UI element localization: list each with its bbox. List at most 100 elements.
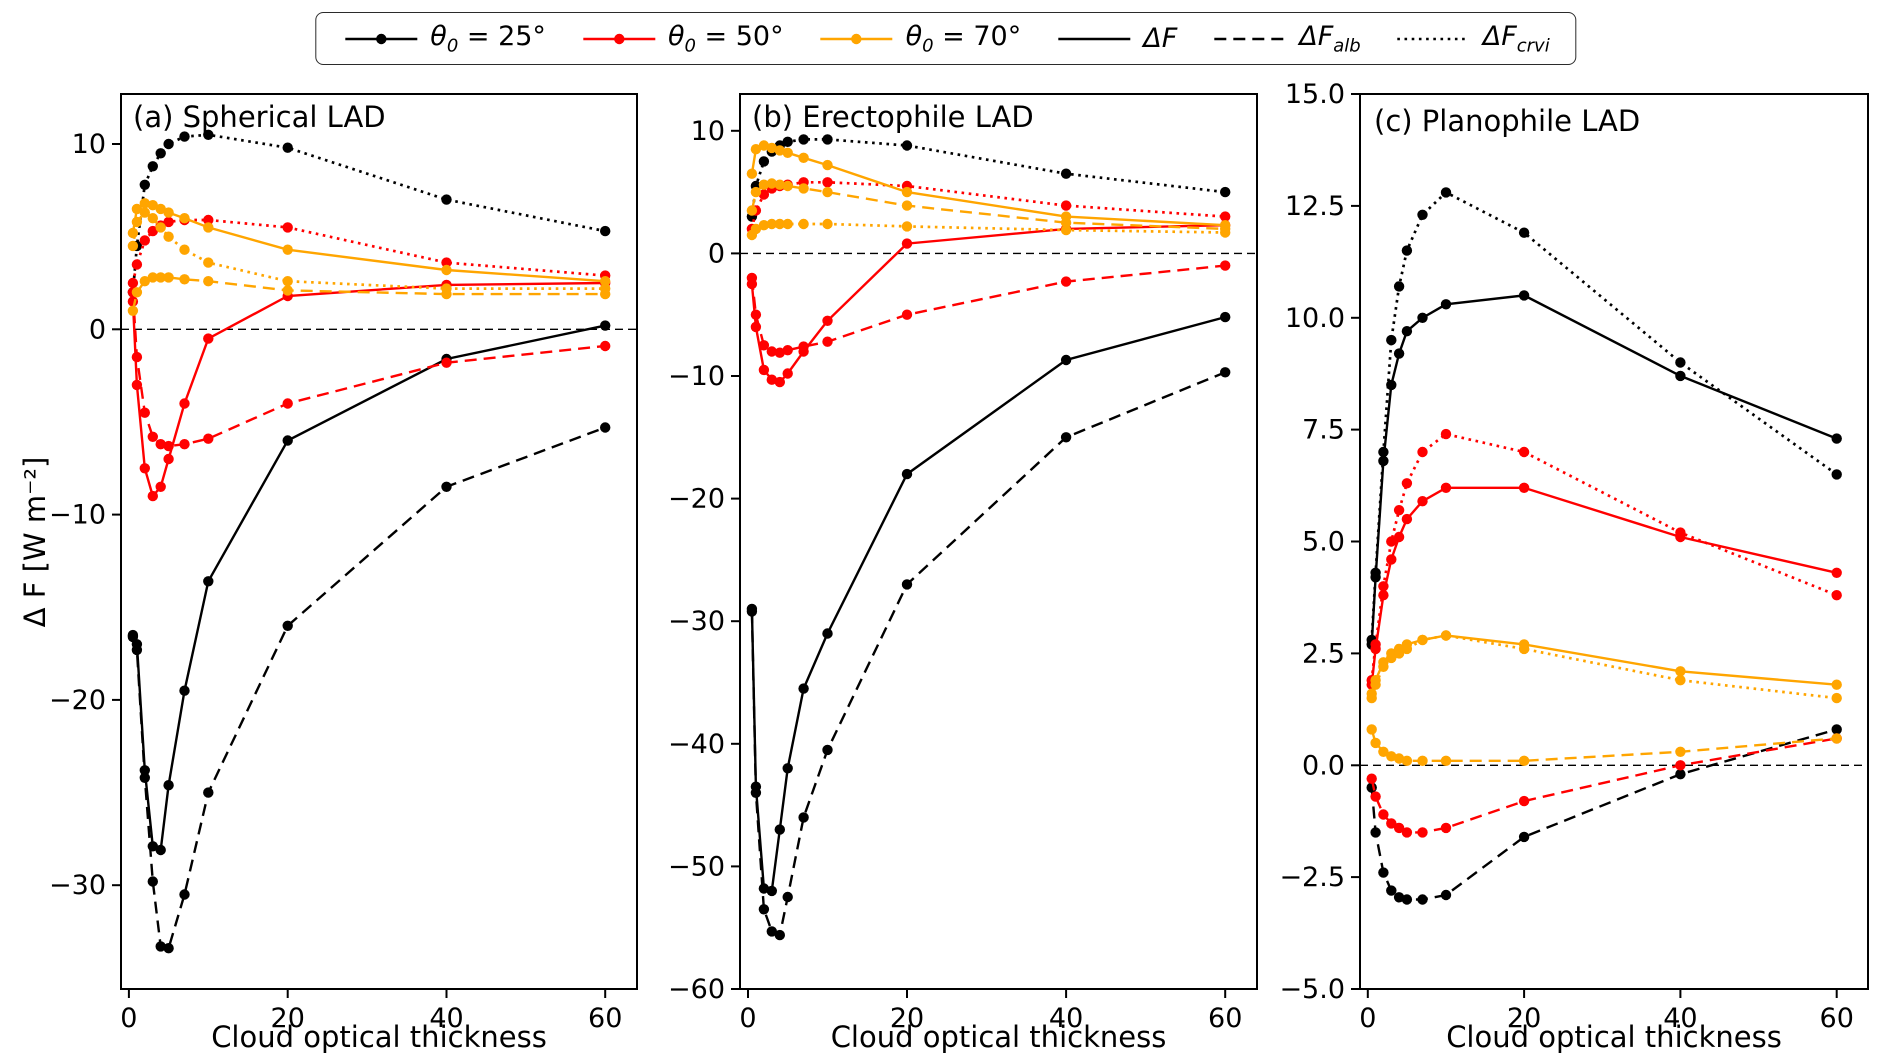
data-point-c-t50-dFcrvi xyxy=(1518,446,1530,458)
data-point-a-t70-dFcrvi xyxy=(282,276,293,287)
data-point-c-t70-dFalb xyxy=(1386,751,1397,762)
series-line-c-t50-dFalb xyxy=(1370,737,1837,834)
data-point-b-t50-dF xyxy=(901,238,913,249)
series-line-c-t70-dFalb xyxy=(1370,729,1837,762)
data-point-c-t50-dFcrvi xyxy=(1675,527,1686,538)
data-point-a-t50-dFalb xyxy=(147,431,158,442)
data-point-a-t70-dF xyxy=(139,198,150,209)
y-tick-label: 15.0 xyxy=(1285,79,1345,110)
data-point-a-t25-dFalb xyxy=(441,481,452,492)
data-point-b-t70-dFcrvi xyxy=(782,218,793,230)
series-line-a-t70-dF xyxy=(131,202,606,283)
data-point-a-t25-dFalb xyxy=(139,772,150,783)
data-point-a-t70-dFcrvi xyxy=(203,257,214,268)
data-point-a-t70-dFcrvi xyxy=(127,240,139,252)
y-tick-label: 0 xyxy=(89,314,106,345)
data-point-c-t25-dF xyxy=(1401,326,1413,337)
y-tick-label: −50 xyxy=(668,851,725,882)
data-point-c-t50-dFalb xyxy=(1518,795,1530,807)
data-point-b-t70-dFalb xyxy=(1060,217,1072,228)
data-point-a-t50-dFcrvi xyxy=(147,225,158,237)
data-point-b-t70-dF xyxy=(822,159,833,171)
x-tick-label: 0 xyxy=(739,1003,756,1034)
x-tick-label: 40 xyxy=(429,1003,463,1034)
legend-line-sample-theta-70 xyxy=(820,33,893,44)
data-point-b-t50-dFalb xyxy=(798,341,809,352)
data-point-b-t70-dF xyxy=(798,152,809,163)
data-point-c-t50-dF xyxy=(1417,496,1428,507)
data-point-a-t70-dF xyxy=(131,203,143,215)
data-point-a-t25-dFcrvi xyxy=(203,129,214,140)
data-point-c-t25-dF xyxy=(1675,370,1686,382)
data-point-a-t50-dFcrvi xyxy=(282,222,293,233)
data-point-c-t70-dFalb xyxy=(1831,733,1842,744)
data-point-b-t25-dF xyxy=(901,468,913,480)
data-point-b-t70-dF xyxy=(901,186,913,198)
data-point-b-t50-dFalb xyxy=(766,346,777,357)
series-line-b-t50-dFcrvi xyxy=(750,180,1226,230)
x-tick-label: 60 xyxy=(588,1003,622,1034)
data-point-a-t70-dF xyxy=(163,207,174,218)
y-tick-label: −2.5 xyxy=(1279,862,1345,893)
data-point-b-t25-dFcrvi xyxy=(901,140,913,151)
series-line-c-t70-dFcrvi xyxy=(1370,634,1837,700)
data-point-b-t70-dF xyxy=(758,140,770,151)
data-point-c-t25-dFcrvi xyxy=(1440,187,1452,198)
data-point-a-t25-dFcrvi xyxy=(147,161,158,172)
data-point-a-t50-dFalb xyxy=(203,433,214,444)
data-point-b-t50-dFalb xyxy=(1220,260,1231,271)
panel-a-xaxis-label: Cloud optical thickness xyxy=(211,1020,547,1054)
data-point-a-t25-dFalb xyxy=(600,422,611,433)
series-line-a-t25-dFalb xyxy=(131,426,606,950)
panel-c-title: (c) Planophile LAD xyxy=(1374,104,1641,138)
data-point-b-t50-dFalb xyxy=(901,309,913,320)
data-point-c-t50-dFcrvi xyxy=(1378,581,1389,592)
data-point-b-t70-dF xyxy=(774,145,785,156)
data-point-c-t25-dFalb xyxy=(1370,827,1381,838)
data-point-a-t70-dF xyxy=(600,276,611,287)
data-point-b-t25-dFcrvi xyxy=(782,136,793,147)
data-point-b-t25-dF xyxy=(774,824,785,835)
data-point-c-t70-dFcrvi xyxy=(1440,630,1452,641)
data-point-a-t70-dFalb xyxy=(163,272,174,283)
y-tick-label: 10.0 xyxy=(1285,303,1345,334)
data-point-a-t25-dFcrvi xyxy=(163,138,174,150)
data-point-c-t70-dF xyxy=(1831,679,1842,690)
data-point-c-t50-dFalb xyxy=(1417,827,1428,838)
series-line-a-t25-dFcrvi xyxy=(131,133,606,293)
data-point-b-t70-dFcrvi xyxy=(1060,224,1072,236)
data-point-a-t50-dFcrvi xyxy=(203,214,214,226)
data-point-a-t50-dFalb xyxy=(441,357,452,368)
data-point-b-t50-dFcrvi xyxy=(822,177,833,188)
data-point-a-t50-dFalb xyxy=(139,407,150,418)
data-point-c-t70-dFalb xyxy=(1370,737,1381,749)
data-point-a-t50-dFalb xyxy=(163,440,174,452)
data-point-a-t70-dFcrvi xyxy=(163,231,174,242)
y-tick-label: −20 xyxy=(668,484,725,515)
data-point-a-t25-dFcrvi xyxy=(139,179,150,190)
data-point-a-t70-dF xyxy=(179,213,190,224)
data-point-a-t25-dFalb xyxy=(163,943,174,954)
data-point-c-t70-dFcrvi xyxy=(1518,643,1530,655)
data-point-c-t70-dFcrvi xyxy=(1401,643,1413,655)
x-tick-label: 40 xyxy=(1663,1003,1697,1034)
data-point-c-t25-dFalb xyxy=(1386,885,1397,896)
y-tick-label: −20 xyxy=(49,685,106,716)
data-point-c-t70-dFcrvi xyxy=(1386,652,1397,664)
data-point-a-t50-dF xyxy=(147,490,158,502)
data-point-b-t70-dF xyxy=(782,147,793,158)
data-point-c-t70-dFcrvi xyxy=(1675,675,1686,686)
data-point-c-t25-dFalb xyxy=(1393,892,1405,903)
data-point-b-t70-dFcrvi xyxy=(758,220,770,231)
data-point-c-t70-dFalb xyxy=(1378,746,1389,757)
y-tick-label: −40 xyxy=(668,729,725,760)
data-point-b-t50-dFalb xyxy=(758,340,770,351)
legend-marker xyxy=(376,33,387,44)
data-point-a-t25-dFalb xyxy=(155,941,166,952)
y-tick-label: −30 xyxy=(668,606,725,637)
data-point-b-t25-dFcrvi xyxy=(1060,168,1072,179)
data-point-a-t25-dFalb xyxy=(131,644,143,656)
data-point-a-t70-dFalb xyxy=(155,272,166,283)
data-point-a-t70-dF xyxy=(147,200,158,211)
